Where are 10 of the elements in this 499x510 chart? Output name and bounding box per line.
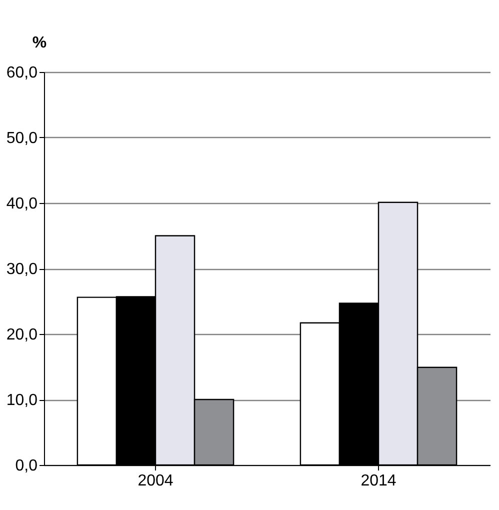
y-tick-label: 20,0 (6, 326, 38, 344)
y-tick-label: 50,0 (6, 130, 38, 147)
x-tick-label: 2014 (360, 472, 396, 490)
y-tick-label: 10,0 (6, 392, 38, 409)
y-tick-label: 40,0 (6, 196, 38, 212)
y-axis-title: % (32, 34, 47, 52)
y-tick-label: 60,0 (6, 64, 38, 82)
y-tick-label: 0,0 (15, 458, 38, 474)
x-tick-label: 2004 (138, 472, 174, 490)
y-tick-label: 30,0 (6, 261, 38, 278)
